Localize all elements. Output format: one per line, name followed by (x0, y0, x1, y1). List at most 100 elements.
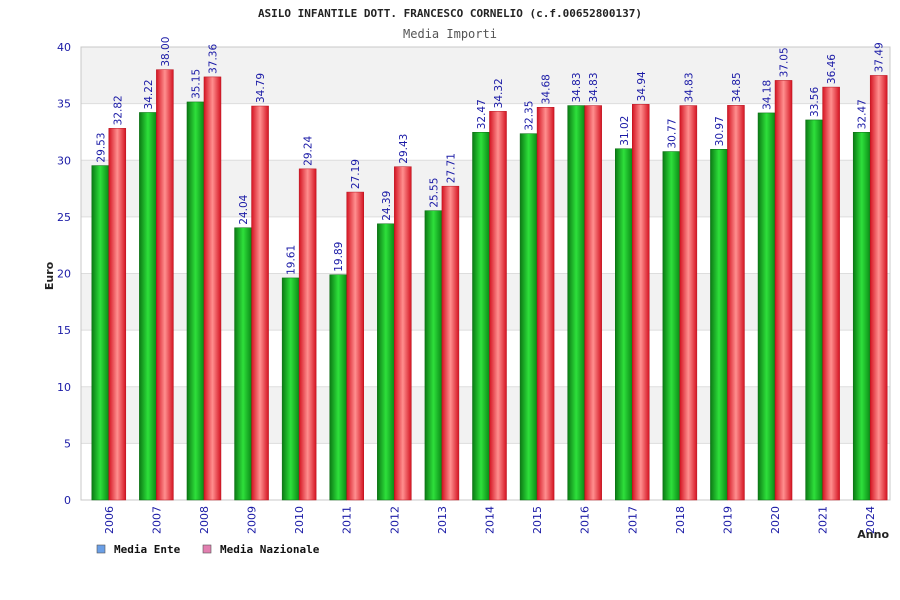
bar (156, 69, 174, 501)
bar (519, 133, 538, 501)
bar (774, 80, 793, 501)
legend-label-media-ente: Media Ente (114, 543, 181, 556)
x-tick-label: 2024 (864, 506, 877, 534)
x-tick-label: 2015 (531, 506, 544, 534)
data-label: 34.68 (541, 74, 553, 104)
x-tick-label: 2008 (198, 506, 211, 534)
chart-subtitle: Media Importi (403, 27, 497, 41)
y-tick-label: 5 (64, 437, 71, 450)
data-label: 34.85 (731, 72, 743, 102)
x-tick-label: 2020 (769, 506, 782, 534)
x-tick-label: 2017 (626, 506, 639, 534)
y-tick-label: 30 (57, 154, 71, 167)
bar (536, 106, 555, 501)
data-label: 37.05 (779, 47, 791, 77)
data-label: 34.79 (255, 73, 267, 103)
data-label: 32.82 (112, 95, 124, 125)
data-label: 27.19 (350, 159, 362, 189)
bar (281, 277, 300, 501)
x-tick-label: 2010 (293, 506, 306, 534)
bar (346, 191, 364, 501)
bar (394, 166, 412, 501)
y-tick-label: 20 (57, 268, 71, 281)
data-label: 34.83 (588, 72, 600, 102)
data-label: 30.77 (666, 118, 678, 148)
data-label: 29.53 (95, 133, 107, 163)
y-tick-label: 35 (57, 98, 71, 111)
data-label: 34.83 (683, 72, 695, 102)
bar (679, 105, 698, 501)
data-label: 25.55 (428, 178, 440, 208)
bar (822, 86, 840, 501)
data-label: 27.71 (445, 153, 457, 183)
data-label: 34.83 (571, 72, 583, 102)
bar (377, 223, 395, 501)
data-label: 29.24 (303, 135, 315, 165)
x-tick-label: 2006 (103, 506, 116, 534)
legend: Media Ente Media Nazionale (96, 543, 320, 556)
bar (472, 132, 490, 501)
bar (869, 75, 888, 501)
x-tick-label: 2021 (817, 506, 830, 534)
data-label: 38.00 (160, 37, 172, 67)
x-axis: 2006 2007 2008 2009 2010 2011 2012 2013 2014 2015… (103, 506, 877, 534)
bar (757, 112, 776, 501)
x-tick-label: 2014 (484, 506, 497, 534)
x-tick-label: 2011 (341, 506, 354, 534)
x-tick-label: 2019 (721, 506, 734, 534)
y-axis: 0 5 10 15 20 25 30 35 40 (57, 41, 71, 507)
data-label: 34.32 (493, 78, 505, 108)
bar (329, 274, 347, 501)
data-label: 37.36 (207, 44, 219, 74)
x-tick-label: 2013 (436, 506, 449, 534)
chart-title: ASILO INFANTILE DOTT. FRANCESCO CORNELIO… (258, 7, 642, 20)
bar (710, 149, 728, 501)
x-tick-label: 2009 (246, 506, 259, 534)
bar (91, 165, 110, 501)
bar (139, 112, 157, 501)
data-label: 32.47 (476, 99, 488, 129)
y-tick-label: 0 (64, 494, 71, 507)
y-tick-label: 15 (57, 324, 71, 337)
x-tick-label: 2018 (674, 506, 687, 534)
bar (727, 105, 745, 501)
data-label: 19.61 (286, 245, 298, 275)
bar (234, 227, 252, 501)
bars: 29.53 32.82 34.22 38.00 35.15 37.36 24.04 34.79… (91, 37, 888, 501)
data-label: 30.97 (714, 116, 726, 146)
x-tick-label: 2007 (150, 506, 163, 534)
bar (108, 128, 127, 501)
bar (298, 168, 317, 501)
data-label: 24.39 (381, 191, 393, 221)
legend-label-media-nazionale: Media Nazionale (220, 543, 320, 556)
data-label: 34.18 (762, 80, 774, 110)
x-tick-label: 2016 (579, 506, 592, 534)
y-tick-label: 40 (57, 41, 71, 54)
x-axis-label: Anno (857, 528, 889, 541)
data-label: 37.49 (874, 42, 886, 72)
bar (662, 151, 681, 501)
bar (203, 76, 222, 501)
bar (424, 210, 443, 501)
data-label: 35.15 (190, 69, 202, 99)
data-label: 31.02 (619, 116, 631, 146)
bar (632, 104, 650, 501)
bar (584, 105, 602, 501)
bar (489, 111, 507, 501)
bar (805, 119, 823, 501)
data-label: 32.47 (857, 99, 869, 129)
bar (852, 132, 871, 501)
bar (186, 101, 205, 501)
data-label: 33.56 (809, 87, 821, 117)
data-label: 34.94 (636, 71, 648, 101)
bar (615, 148, 633, 501)
legend-swatch-media-nazionale (202, 544, 212, 554)
x-tick-label: 2012 (388, 506, 401, 534)
bar (251, 105, 269, 501)
data-label: 24.04 (238, 194, 250, 224)
bar (567, 105, 585, 501)
data-label: 36.46 (826, 54, 838, 84)
y-tick-label: 25 (57, 211, 71, 224)
data-label: 29.43 (398, 134, 410, 164)
